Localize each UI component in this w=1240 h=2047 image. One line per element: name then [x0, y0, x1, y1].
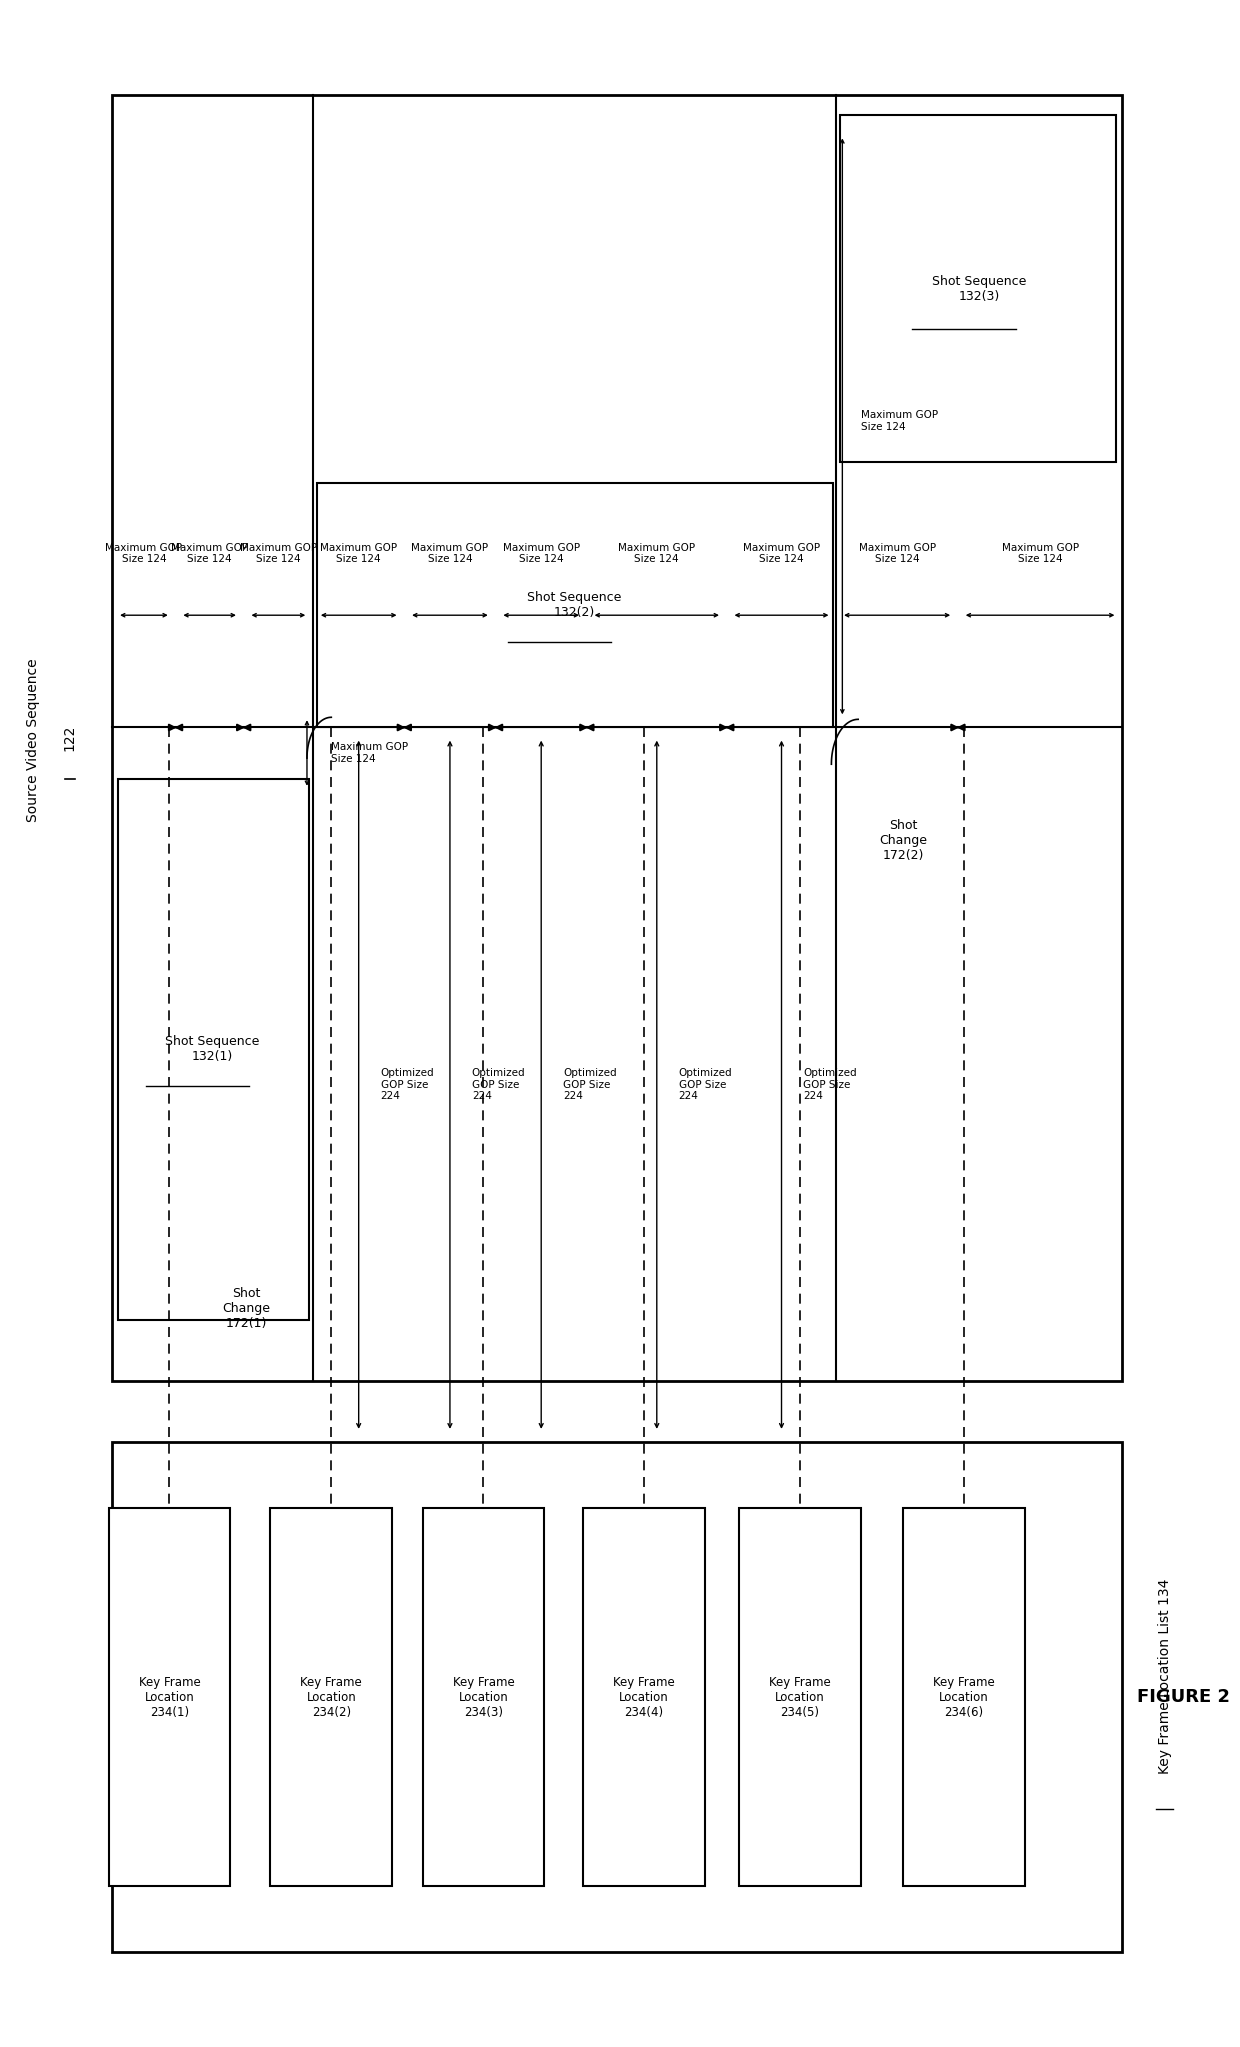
Text: Shot Sequence
132(3): Shot Sequence 132(3): [932, 274, 1027, 303]
Bar: [109, 1509, 231, 1885]
Text: Maximum GOP
Size 124: Maximum GOP Size 124: [105, 542, 182, 565]
Text: Maximum GOP
Size 124: Maximum GOP Size 124: [171, 542, 248, 565]
Text: Shot Sequence
132(2): Shot Sequence 132(2): [527, 592, 621, 618]
Bar: [839, 115, 1116, 463]
Text: Key Frame
Location
234(2): Key Frame Location 234(2): [300, 1676, 362, 1719]
Text: Shot Sequence
132(1): Shot Sequence 132(1): [165, 1036, 260, 1062]
Text: Maximum GOP
Size 124: Maximum GOP Size 124: [412, 542, 489, 565]
Text: Maximum GOP
Size 124: Maximum GOP Size 124: [239, 542, 317, 565]
Text: Maximum GOP
Size 124: Maximum GOP Size 124: [331, 743, 408, 764]
Text: Key Frame
Location
234(6): Key Frame Location 234(6): [934, 1676, 994, 1719]
Text: Source Video Sequence: Source Video Sequence: [26, 653, 40, 821]
Text: Maximum GOP
Size 124: Maximum GOP Size 124: [861, 411, 937, 432]
Text: Maximum GOP
Size 124: Maximum GOP Size 124: [619, 542, 696, 565]
Text: Key Frame
Location
234(3): Key Frame Location 234(3): [453, 1676, 515, 1719]
Bar: [583, 1509, 704, 1885]
Bar: [903, 1509, 1025, 1885]
Bar: [423, 1509, 544, 1885]
Bar: [739, 1509, 861, 1885]
Text: Optimized
GOP Size
224: Optimized GOP Size 224: [678, 1069, 733, 1101]
Text: 122: 122: [63, 725, 77, 751]
Bar: [316, 483, 832, 727]
Text: Shot
Change
172(2): Shot Change 172(2): [879, 819, 928, 862]
Text: Shot
Change
172(1): Shot Change 172(1): [222, 1288, 270, 1331]
Bar: [113, 1441, 1122, 1953]
Text: Key Frame
Location
234(5): Key Frame Location 234(5): [769, 1676, 831, 1719]
Text: FIGURE 2: FIGURE 2: [1137, 1689, 1230, 1707]
Text: Maximum GOP
Size 124: Maximum GOP Size 124: [743, 542, 820, 565]
Text: Maximum GOP
Size 124: Maximum GOP Size 124: [320, 542, 397, 565]
Bar: [118, 778, 310, 1320]
Text: Optimized
GOP Size
224: Optimized GOP Size 224: [381, 1069, 434, 1101]
Text: Optimized
GOP Size
224: Optimized GOP Size 224: [472, 1069, 526, 1101]
Text: Optimized
GOP Size
224: Optimized GOP Size 224: [563, 1069, 616, 1101]
Text: Optimized
GOP Size
224: Optimized GOP Size 224: [804, 1069, 857, 1101]
Text: Maximum GOP
Size 124: Maximum GOP Size 124: [502, 542, 580, 565]
Text: Maximum GOP
Size 124: Maximum GOP Size 124: [858, 542, 936, 565]
Text: Key Frame
Location
234(1): Key Frame Location 234(1): [139, 1676, 201, 1719]
Text: Key Frame
Location
234(4): Key Frame Location 234(4): [613, 1676, 675, 1719]
Bar: [113, 94, 1122, 1382]
Bar: [270, 1509, 392, 1885]
Text: Key Frame Location List 134: Key Frame Location List 134: [1158, 1578, 1172, 1775]
Text: Maximum GOP
Size 124: Maximum GOP Size 124: [1002, 542, 1079, 565]
